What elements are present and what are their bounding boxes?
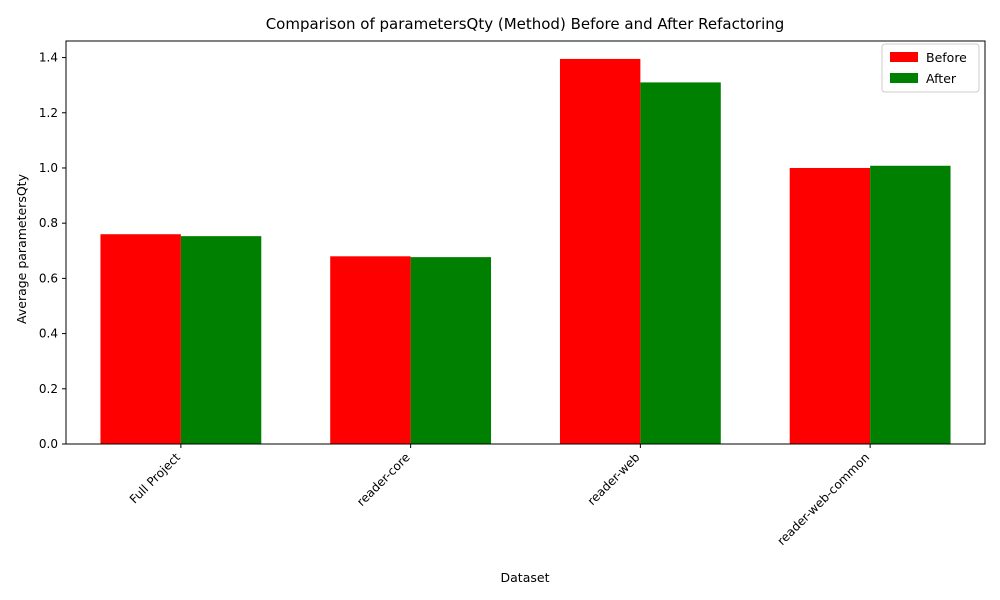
legend-label-after: After <box>926 71 957 86</box>
legend-swatch-before <box>890 52 918 62</box>
chart-title: Comparison of parametersQty (Method) Bef… <box>266 15 785 33</box>
plot-frame <box>65 40 986 445</box>
plot-area: 0.0 0.2 0.4 0.6 0.8 1.0 1.2 1.4 Full Project read… <box>39 40 986 548</box>
bar-before-3 <box>559 58 641 445</box>
y-tick-label-7: 1.2 <box>39 106 58 120</box>
y-tick-label-8: 1.4 <box>39 51 58 65</box>
x-tick-label-3: reader-web <box>585 450 643 508</box>
legend-label-before: Before <box>926 50 967 65</box>
y-tick-label-3: 0.4 <box>39 327 58 341</box>
y-axis-label: Average parametersQty <box>14 173 29 324</box>
x-tick-label-2: reader-core <box>354 450 413 509</box>
bar-before-1 <box>100 234 181 444</box>
bar-after-3 <box>640 82 721 444</box>
y-tick-label-1: 0.0 <box>39 437 58 451</box>
bar-before-2 <box>330 256 411 444</box>
y-tick-label-5: 0.8 <box>39 216 58 230</box>
bar-after-2 <box>410 257 492 444</box>
y-tick-label-4: 0.6 <box>39 271 58 285</box>
bar-after-4 <box>870 165 951 444</box>
y-tick-label-2: 0.2 <box>39 382 58 396</box>
bar-after-1 <box>180 236 262 444</box>
y-tick-label-6: 1.0 <box>39 161 58 175</box>
x-tick-label-1: Full Project <box>127 450 183 506</box>
x-tick-label-4: reader-web-common <box>774 450 872 548</box>
x-axis-label: Dataset <box>501 570 550 585</box>
legend-swatch-after <box>890 73 918 83</box>
bar-before-4 <box>789 167 871 444</box>
